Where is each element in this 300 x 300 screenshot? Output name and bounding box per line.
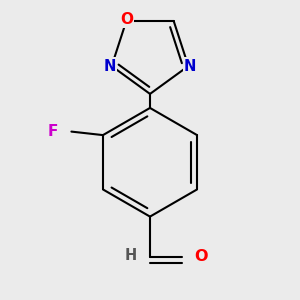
Text: O: O [120,12,133,27]
Text: H: H [124,248,137,263]
Text: F: F [48,124,58,139]
Text: O: O [194,249,208,264]
Text: N: N [184,58,196,74]
Text: N: N [104,58,116,74]
